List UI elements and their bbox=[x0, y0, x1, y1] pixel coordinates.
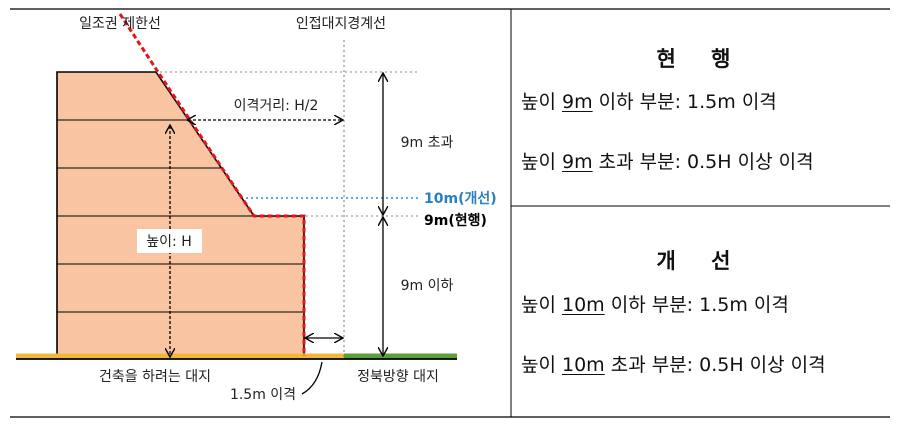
height-label-bg bbox=[137, 229, 202, 253]
distance-label: 이격거리: H/2 bbox=[234, 98, 319, 114]
distance-label-bg bbox=[216, 95, 336, 115]
current-height-value: 9m bbox=[562, 91, 593, 113]
sunlight-limit-line bbox=[118, 13, 306, 356]
ground bbox=[16, 353, 457, 360]
current-height-value: 9m bbox=[562, 151, 593, 173]
building-lot-label: 건축을 하려는 대지 bbox=[99, 369, 211, 385]
height-label: 높이: H bbox=[146, 234, 191, 250]
current-panel: 현 행 높이 9m 이하 부분: 1.5m 이격 높이 9m 초과 부분: 0.… bbox=[511, 10, 890, 206]
over-9m-label: 9m 초과 bbox=[401, 135, 454, 151]
improved-rule-under: 높이 10m 이하 부분: 1.5m 이격 bbox=[521, 294, 789, 316]
improved-height-value: 10m bbox=[562, 294, 605, 316]
current-rule-under: 높이 9m 이하 부분: 1.5m 이격 bbox=[521, 91, 777, 113]
floor-lines bbox=[57, 119, 304, 313]
north-lot-label: 정북방향 대지 bbox=[357, 369, 439, 385]
boundary-line-label: 인접대지경계선 bbox=[296, 16, 386, 32]
table-frame bbox=[10, 8, 890, 418]
limit-line-label: 일조권 제한선 bbox=[79, 16, 161, 32]
improved-10m-label: 10m(개선) bbox=[424, 191, 497, 207]
current-9m-label: 9m(현행) bbox=[424, 213, 487, 229]
gap-label: 1.5m 이격 bbox=[230, 387, 296, 403]
under-9m-label: 9m 이하 bbox=[401, 278, 454, 294]
gap-leader bbox=[301, 361, 323, 395]
current-rule-over: 높이 9m 초과 부분: 0.5H 이상 이격 bbox=[521, 151, 814, 173]
improved-height-value: 10m bbox=[562, 354, 605, 376]
improved-rule-over: 높이 10m 초과 부분: 0.5H 이상 이격 bbox=[521, 354, 826, 376]
improved-title: 개 선 bbox=[656, 249, 745, 273]
improved-panel: 개 선 높이 10m 이하 부분: 1.5m 이격 높이 10m 초과 부분: … bbox=[511, 207, 890, 417]
current-title: 현 행 bbox=[656, 47, 745, 71]
